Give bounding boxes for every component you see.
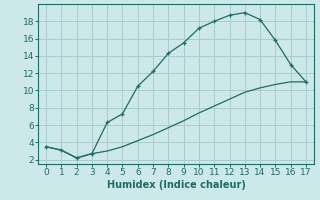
X-axis label: Humidex (Indice chaleur): Humidex (Indice chaleur) xyxy=(107,180,245,190)
